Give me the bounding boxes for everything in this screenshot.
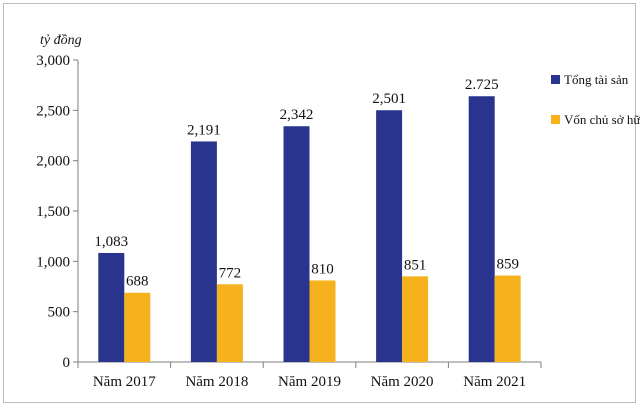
legend-swatch: [551, 75, 560, 84]
bar-total-assets: [283, 126, 310, 362]
legend-label: Tổng tài sản: [564, 72, 629, 87]
x-category-label: Năm 2020: [371, 374, 434, 390]
y-tick-label: 1,000: [36, 254, 70, 270]
y-tick-label: 3,000: [36, 53, 70, 69]
bar-equity: [494, 275, 521, 362]
bar-data-label: 1,083: [94, 234, 128, 250]
y-tick-label: 500: [48, 305, 71, 321]
y-tick-label: 2,500: [36, 103, 70, 119]
bar-data-label: 2.725: [465, 77, 499, 93]
x-category-label: Năm 2021: [463, 374, 526, 390]
bar-data-label: 688: [126, 274, 149, 290]
bar-data-label: 810: [311, 261, 334, 277]
bar-total-assets: [376, 110, 403, 362]
bar-groups: 1,083 688 2,191 772 2,342 810 2,501 851 2.725 859: [94, 77, 521, 363]
x-category-label: Năm 2018: [185, 374, 248, 390]
y-tick-label: 2,000: [36, 154, 70, 170]
bar-data-label: 859: [496, 257, 519, 273]
legend-swatch: [551, 115, 560, 124]
bar-total-assets: [468, 96, 495, 363]
bar-total-assets: [190, 141, 217, 362]
y-axis-ticks: 0 500 1,000 1,500 2,000 2,500 3,000: [36, 53, 78, 371]
bar-equity: [216, 284, 243, 362]
x-category-label: Năm 2019: [278, 374, 341, 390]
bar-equity: [309, 280, 336, 362]
bar-equity: [124, 292, 151, 362]
y-axis-unit-label: tỷ đồng: [40, 33, 82, 48]
bar-equity: [402, 276, 429, 362]
x-category-label: Năm 2017: [93, 374, 156, 390]
y-tick-label: 1,500: [36, 204, 70, 220]
legend-label: Vốn chủ sở hữu: [564, 112, 640, 127]
legend: Tổng tài sản Vốn chủ sở hữu: [551, 72, 640, 127]
bar-data-label: 2,501: [372, 91, 406, 107]
y-tick-label: 0: [63, 355, 71, 371]
bar-data-label: 2,191: [187, 122, 221, 138]
bar-data-label: 2,342: [280, 107, 314, 123]
bar-total-assets: [98, 252, 125, 362]
bar-data-label: 851: [404, 257, 427, 273]
bar-data-label: 772: [219, 265, 242, 281]
x-axis-category-labels: Năm 2017 Năm 2018 Năm 2019 Năm 2020 Năm 2021: [77, 362, 542, 390]
